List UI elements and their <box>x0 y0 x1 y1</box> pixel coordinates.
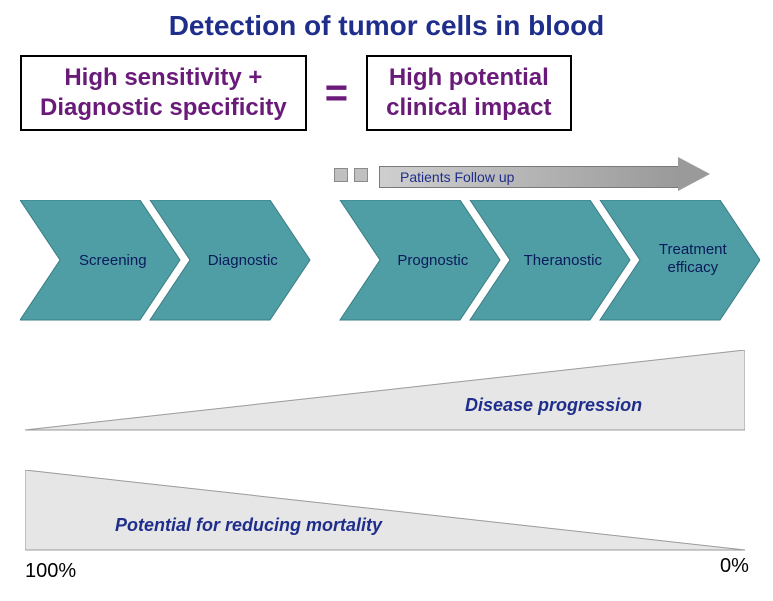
equation-row: High sensitivity + Diagnostic specificit… <box>20 55 753 131</box>
followup-arrow-body: Patients Follow up <box>379 166 679 188</box>
followup-label: Patients Follow up <box>400 169 514 185</box>
followup-arrow: Patients Follow up <box>335 163 735 191</box>
chevron-label: Diagnostic <box>208 252 279 269</box>
chevron-label: efficacy <box>668 259 719 276</box>
chevron-row: Screening Diagnostic Prognostic Theranostic… <box>20 200 753 330</box>
chevron-svg: Screening Diagnostic Prognostic Theranostic… <box>20 200 760 330</box>
followup-arrow-head <box>678 157 710 191</box>
chevron-label: Theranostic <box>524 252 603 269</box>
percent-right: 0% <box>720 555 749 578</box>
percent-left: 100% <box>25 560 76 583</box>
triangle-disease-progression: Disease progression <box>25 350 745 432</box>
eq-left-line1: High sensitivity + <box>40 63 287 93</box>
eq-right-line2: clinical impact <box>386 93 551 123</box>
chevron-label: Prognostic <box>397 252 468 269</box>
eq-left-line2: Diagnostic specificity <box>40 93 287 123</box>
page-title: Detection of tumor cells in blood <box>0 10 773 42</box>
tri2-svg <box>25 470 745 552</box>
equals-sign: = <box>325 71 348 116</box>
eq-right-line1: High potential <box>386 63 551 93</box>
tri1-svg <box>25 350 745 432</box>
equation-left-box: High sensitivity + Diagnostic specificit… <box>20 55 307 131</box>
tri2-label: Potential for reducing mortality <box>115 515 382 536</box>
triangle-reducing-mortality: Potential for reducing mortality <box>25 470 745 552</box>
chevron-label: Screening <box>79 252 147 269</box>
equation-right-box: High potential clinical impact <box>366 55 571 131</box>
tri1-label: Disease progression <box>465 395 642 416</box>
chevron-label: Treatment <box>659 241 728 258</box>
